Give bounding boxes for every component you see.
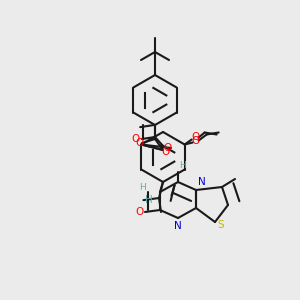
- Text: N: N: [174, 221, 182, 231]
- Text: O: O: [135, 207, 143, 217]
- Text: O: O: [161, 147, 169, 157]
- Text: H: H: [178, 161, 185, 170]
- Text: O: O: [191, 133, 200, 142]
- Text: H: H: [145, 195, 153, 205]
- Text: H: H: [139, 182, 145, 191]
- Text: O: O: [136, 138, 144, 148]
- Text: S: S: [218, 220, 224, 230]
- Text: O: O: [132, 134, 140, 144]
- Text: O: O: [191, 136, 200, 146]
- Text: O: O: [164, 143, 172, 153]
- Text: N: N: [198, 177, 206, 187]
